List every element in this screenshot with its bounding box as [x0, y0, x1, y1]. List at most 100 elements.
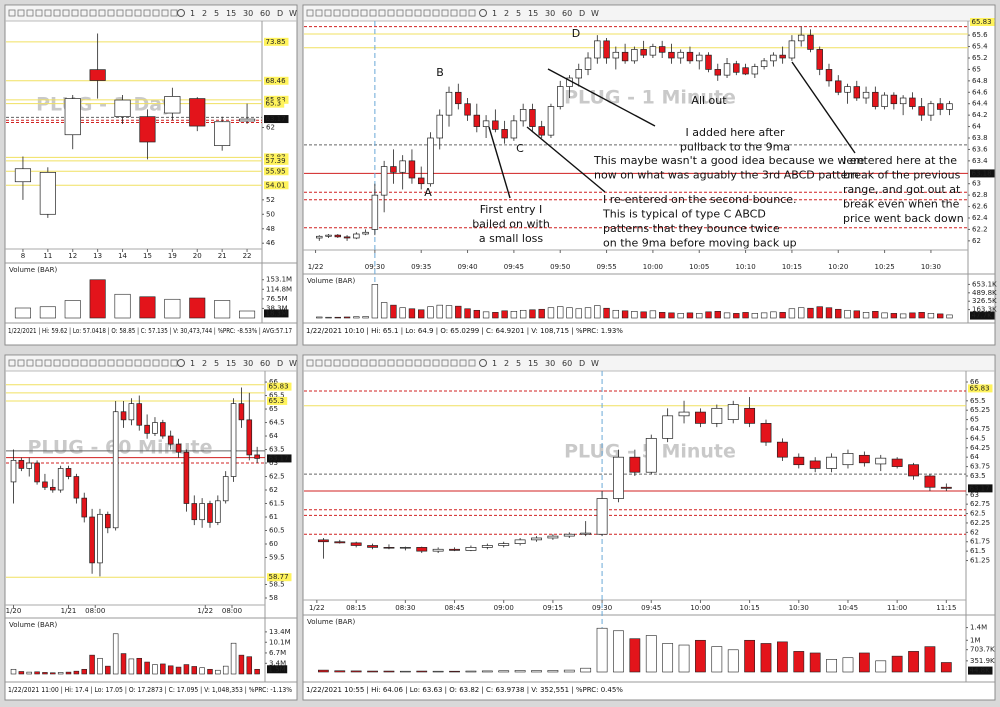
toolbar-icon[interactable]	[161, 9, 169, 17]
timeframe-button[interactable]: 60	[562, 359, 572, 368]
timeframe-button[interactable]: 5	[516, 9, 521, 18]
timeframe-button[interactable]: D	[579, 9, 585, 18]
toolbar-icon[interactable]	[161, 359, 169, 367]
toolbar-icon[interactable]	[405, 9, 413, 17]
clock-icon[interactable]	[177, 359, 185, 367]
timeframe-button[interactable]: 15	[528, 359, 538, 368]
toolbar-icon[interactable]	[468, 9, 476, 17]
toolbar-icon[interactable]	[62, 9, 70, 17]
toolbar-icon[interactable]	[143, 9, 151, 17]
toolbar-icon[interactable]	[152, 9, 160, 17]
toolbar-icon[interactable]	[378, 9, 386, 17]
toolbar-icon[interactable]	[62, 359, 70, 367]
toolbar-icon[interactable]	[396, 359, 404, 367]
toolbar-icon[interactable]	[71, 359, 79, 367]
timeframe-button[interactable]: 1	[190, 9, 195, 18]
timeframe-button[interactable]: W	[289, 9, 297, 18]
toolbar-icon[interactable]	[116, 9, 124, 17]
toolbar-icon[interactable]	[414, 9, 422, 17]
toolbar-icon[interactable]	[423, 9, 431, 17]
toolbar-icon[interactable]	[432, 9, 440, 17]
timeframe-button[interactable]: D	[579, 359, 585, 368]
timeframe-button[interactable]: 30	[545, 9, 555, 18]
timeframe-button[interactable]: W	[591, 9, 599, 18]
toolbar-icon[interactable]	[414, 359, 422, 367]
toolbar-icon[interactable]	[89, 9, 97, 17]
toolbar-icon[interactable]	[324, 9, 332, 17]
toolbar-icon[interactable]	[44, 9, 52, 17]
timeframe-button[interactable]: 60	[562, 9, 572, 18]
toolbar-icon[interactable]	[80, 359, 88, 367]
clock-icon[interactable]	[177, 9, 185, 17]
timeframe-button[interactable]: 2	[202, 359, 207, 368]
toolbar-icon[interactable]	[152, 359, 160, 367]
timeframe-button[interactable]: W	[289, 359, 297, 368]
toolbar-icon[interactable]	[351, 359, 359, 367]
timeframe-button[interactable]: 30	[243, 9, 253, 18]
toolbar-icon[interactable]	[459, 359, 467, 367]
timeframe-button[interactable]: 1	[492, 359, 497, 368]
timeframe-button[interactable]: 2	[504, 9, 509, 18]
toolbar-icon[interactable]	[459, 9, 467, 17]
toolbar-icon[interactable]	[26, 359, 34, 367]
toolbar-icon[interactable]	[450, 9, 458, 17]
clock-icon[interactable]	[479, 9, 487, 17]
toolbar-icon[interactable]	[44, 359, 52, 367]
toolbar-icon[interactable]	[450, 359, 458, 367]
toolbar-icon[interactable]	[143, 359, 151, 367]
toolbar-icon[interactable]	[315, 9, 323, 17]
clock-icon[interactable]	[479, 359, 487, 367]
toolbar-icon[interactable]	[423, 359, 431, 367]
toolbar-icon[interactable]	[360, 359, 368, 367]
toolbar-icon[interactable]	[53, 359, 61, 367]
timeframe-button[interactable]: 5	[516, 359, 521, 368]
toolbar-icon[interactable]	[35, 9, 43, 17]
timeframe-button[interactable]: 15	[226, 359, 236, 368]
toolbar-icon[interactable]	[35, 359, 43, 367]
toolbar-icon[interactable]	[369, 9, 377, 17]
timeframe-button[interactable]: 30	[545, 359, 555, 368]
toolbar-icon[interactable]	[441, 9, 449, 17]
toolbar-icon[interactable]	[98, 9, 106, 17]
toolbar-icon[interactable]	[468, 359, 476, 367]
toolbar-icon[interactable]	[8, 9, 16, 17]
toolbar-icon[interactable]	[53, 9, 61, 17]
toolbar-icon[interactable]	[134, 9, 142, 17]
toolbar-icon[interactable]	[125, 9, 133, 17]
toolbar-icon[interactable]	[360, 9, 368, 17]
toolbar-icon[interactable]	[17, 359, 25, 367]
toolbar-icon[interactable]	[441, 359, 449, 367]
toolbar-icon[interactable]	[107, 9, 115, 17]
timeframe-button[interactable]: 15	[528, 9, 538, 18]
toolbar-icon[interactable]	[315, 359, 323, 367]
toolbar-icon[interactable]	[17, 9, 25, 17]
toolbar-icon[interactable]	[342, 359, 350, 367]
timeframe-button[interactable]: 30	[243, 359, 253, 368]
timeframe-button[interactable]: 15	[226, 9, 236, 18]
toolbar-icon[interactable]	[324, 359, 332, 367]
toolbar-icon[interactable]	[26, 9, 34, 17]
toolbar-icon[interactable]	[8, 359, 16, 367]
timeframe-button[interactable]: W	[591, 359, 599, 368]
timeframe-button[interactable]: 2	[202, 9, 207, 18]
toolbar-icon[interactable]	[396, 9, 404, 17]
toolbar-icon[interactable]	[387, 359, 395, 367]
timeframe-button[interactable]: 60	[260, 9, 270, 18]
timeframe-button[interactable]: 1	[492, 9, 497, 18]
toolbar-icon[interactable]	[342, 9, 350, 17]
timeframe-button[interactable]: 5	[214, 359, 219, 368]
toolbar-icon[interactable]	[306, 359, 314, 367]
timeframe-button[interactable]: D	[277, 359, 283, 368]
toolbar-icon[interactable]	[378, 359, 386, 367]
toolbar-icon[interactable]	[306, 9, 314, 17]
toolbar-icon[interactable]	[333, 9, 341, 17]
toolbar-icon[interactable]	[89, 359, 97, 367]
toolbar-icon[interactable]	[116, 359, 124, 367]
timeframe-button[interactable]: D	[277, 9, 283, 18]
toolbar-icon[interactable]	[98, 359, 106, 367]
timeframe-button[interactable]: 1	[190, 359, 195, 368]
timeframe-button[interactable]: 2	[504, 359, 509, 368]
toolbar-icon[interactable]	[107, 359, 115, 367]
timeframe-button[interactable]: 60	[260, 359, 270, 368]
toolbar-icon[interactable]	[387, 9, 395, 17]
